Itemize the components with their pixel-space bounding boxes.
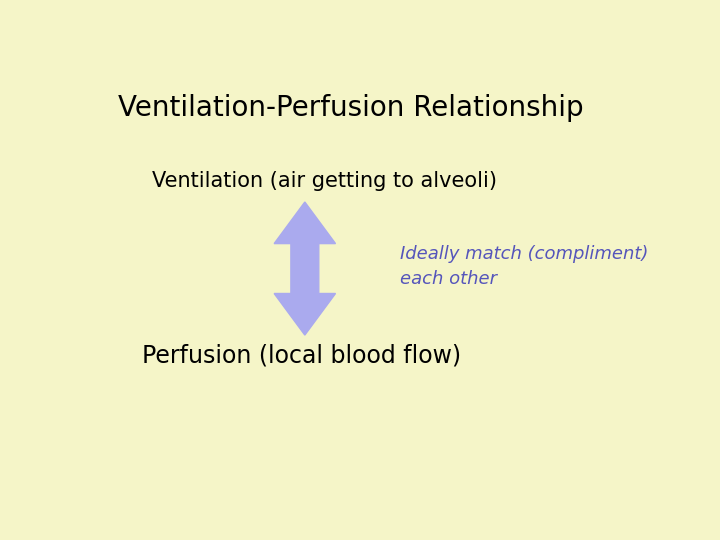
Text: Ventilation (air getting to alveoli): Ventilation (air getting to alveoli) [152, 171, 497, 191]
Text: Perfusion (local blood flow): Perfusion (local blood flow) [143, 344, 462, 368]
Polygon shape [274, 202, 336, 335]
Text: Ventilation-Perfusion Relationship: Ventilation-Perfusion Relationship [118, 94, 583, 122]
Text: Ideally match (compliment)
each other: Ideally match (compliment) each other [400, 245, 648, 288]
